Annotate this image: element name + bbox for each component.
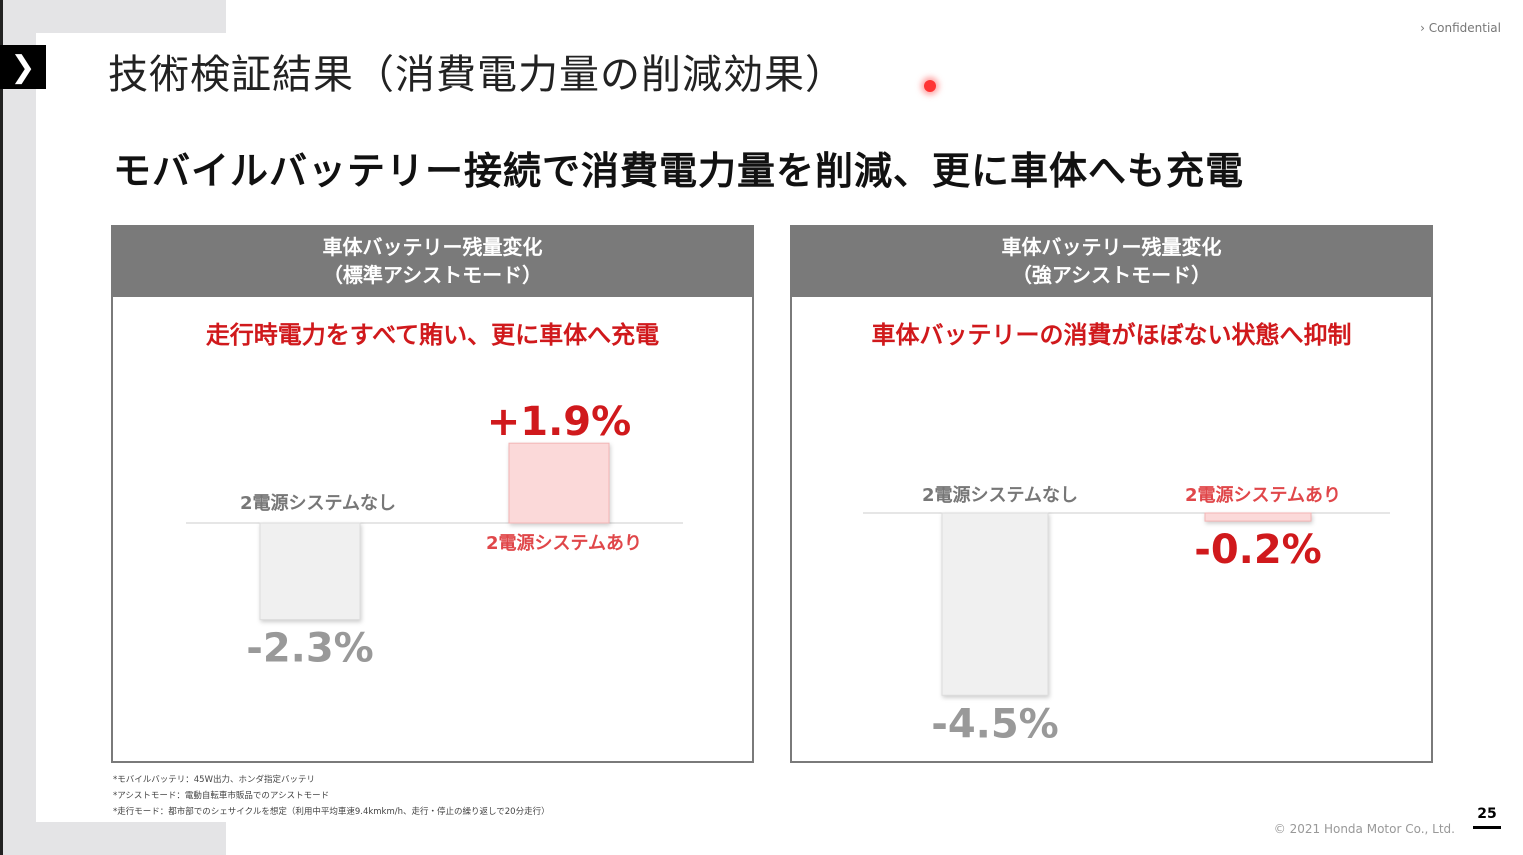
- window-edge: [0, 0, 3, 855]
- category-label: 2電源システムあり: [486, 532, 642, 554]
- panel-headline: 走行時電力をすべて賄い、更に車体へ充電: [205, 321, 660, 349]
- laser-pointer: [924, 80, 936, 92]
- copyright: © 2021 Honda Motor Co., Ltd.: [1273, 822, 1455, 836]
- panel-title: 車体バッテリー残量変化: [1001, 235, 1222, 259]
- data-label: -4.5%: [931, 701, 1059, 747]
- chevron-right-icon: ❯: [0, 45, 46, 89]
- data-label: +1.9%: [487, 399, 631, 445]
- background-band: [0, 0, 36, 855]
- page-number: 25: [1473, 806, 1501, 829]
- category-label: 2電源システムなし: [922, 484, 1078, 506]
- category-label: 2電源システムなし: [240, 492, 396, 514]
- slide-subtitle: モバイルバッテリー接続で消費電力量を削減、更に車体へも充電: [113, 149, 1245, 193]
- background-band: [0, 822, 226, 855]
- background-band: [0, 0, 226, 33]
- footnote: *モバイルバッテリ：45W出力、ホンダ指定バッテリ: [113, 775, 315, 785]
- panel-header: 車体バッテリー残量変化 （強アシストモード）: [792, 227, 1431, 297]
- slide-title: 技術検証結果（消費電力量の削減効果）: [108, 52, 846, 98]
- panel-subtitle: （標準アシストモード）: [322, 263, 543, 287]
- data-label: -0.2%: [1194, 527, 1322, 573]
- footnote: *走行モード：都市部でのシェサイクルを想定（利用中平均車速9.4kmkm/h、走…: [113, 807, 550, 817]
- confidential-label: › Confidential: [1420, 21, 1501, 35]
- category-label: 2電源システムあり: [1185, 484, 1341, 506]
- panel-title: 車体バッテリー残量変化: [322, 235, 543, 259]
- panel-headline: 車体バッテリーの消費がほぼない状態へ抑制: [871, 321, 1352, 349]
- bar: [1204, 512, 1312, 522]
- bar: [941, 512, 1049, 696]
- chart-panel-standard: 車体バッテリー残量変化 （標準アシストモード） 走行時電力をすべて賄い、更に車体へ…: [111, 225, 754, 763]
- confidential-text: Confidential: [1428, 21, 1501, 35]
- footnote: *アシストモード：電動自転車市販品でのアシストモード: [113, 791, 330, 801]
- data-label: -2.3%: [246, 626, 374, 672]
- panel-subtitle: （強アシストモード）: [1011, 263, 1212, 287]
- bar: [508, 442, 610, 524]
- chart-panel-strong: 車体バッテリー残量変化 （強アシストモード） 車体バッテリーの消費がほぼない状態へ…: [790, 225, 1433, 763]
- panel-header: 車体バッテリー残量変化 （標準アシストモード）: [113, 227, 752, 297]
- bar: [259, 522, 361, 621]
